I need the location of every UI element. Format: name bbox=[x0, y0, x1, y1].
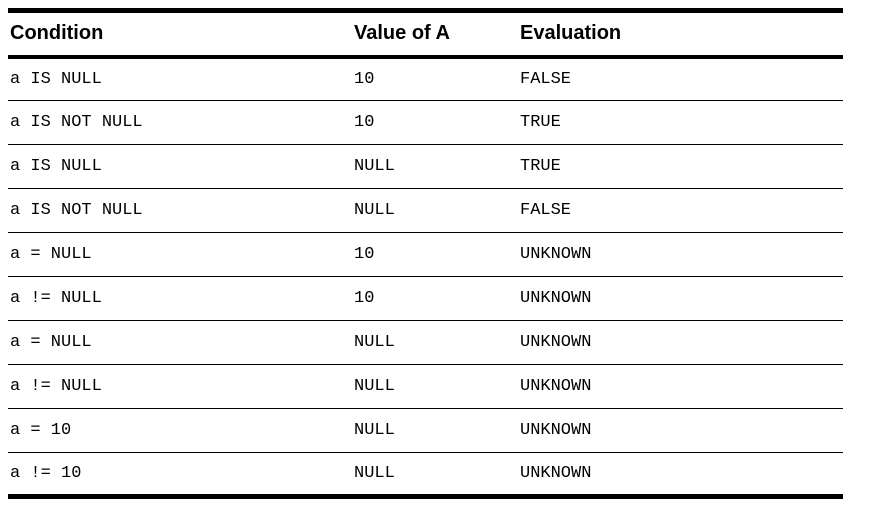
condition-cell: a != NULL bbox=[10, 377, 102, 396]
condition-cell: a IS NULL bbox=[10, 69, 102, 89]
evaluation-cell: UNKNOWN bbox=[520, 289, 592, 308]
value-cell: 10 bbox=[354, 69, 375, 89]
value-cell: NULL bbox=[354, 421, 395, 440]
table-row: a IS NULL 10 FALSE bbox=[8, 57, 843, 101]
condition-cell: a IS NOT NULL bbox=[10, 113, 143, 132]
value-cell: 10 bbox=[354, 245, 375, 264]
column-header-value-of-a: Value of A bbox=[354, 22, 450, 45]
evaluation-cell: UNKNOWN bbox=[520, 377, 592, 396]
value-cell: 10 bbox=[354, 113, 375, 132]
condition-cell: a = 10 bbox=[10, 421, 72, 440]
column-header-condition: Condition bbox=[10, 22, 104, 45]
value-cell: NULL bbox=[354, 201, 395, 220]
table-row: a = 10 NULL UNKNOWN bbox=[8, 409, 843, 453]
evaluation-cell: TRUE bbox=[520, 113, 561, 132]
value-cell: NULL bbox=[354, 157, 395, 176]
value-cell: NULL bbox=[354, 377, 395, 396]
table-row: a != 10 NULL UNKNOWN bbox=[8, 453, 843, 497]
value-cell: NULL bbox=[354, 464, 395, 483]
condition-cell: a IS NOT NULL bbox=[10, 201, 143, 220]
evaluation-cell: UNKNOWN bbox=[520, 333, 592, 352]
condition-cell: a = NULL bbox=[10, 245, 92, 264]
value-cell: 10 bbox=[354, 289, 375, 308]
condition-cell: a = NULL bbox=[10, 333, 92, 352]
condition-cell: a IS NULL bbox=[10, 157, 102, 176]
evaluation-cell: UNKNOWN bbox=[520, 421, 592, 440]
condition-cell: a != NULL bbox=[10, 289, 102, 308]
evaluation-cell: FALSE bbox=[520, 201, 572, 220]
table-row: a IS NOT NULL 10 TRUE bbox=[8, 101, 843, 145]
evaluation-cell: FALSE bbox=[520, 69, 572, 89]
null-evaluation-table: Condition Value of A Evaluation a IS NUL… bbox=[8, 8, 843, 499]
evaluation-cell: UNKNOWN bbox=[520, 245, 592, 264]
value-cell: NULL bbox=[354, 333, 395, 352]
evaluation-cell: UNKNOWN bbox=[520, 464, 592, 483]
evaluation-cell: TRUE bbox=[520, 157, 561, 176]
table-row: a = NULL NULL UNKNOWN bbox=[8, 321, 843, 365]
table-row: a IS NULL NULL TRUE bbox=[8, 145, 843, 189]
table-row: a != NULL NULL UNKNOWN bbox=[8, 365, 843, 409]
header-row: Condition Value of A Evaluation bbox=[8, 11, 843, 57]
table-row: a IS NOT NULL NULL FALSE bbox=[8, 189, 843, 233]
table-row: a = NULL 10 UNKNOWN bbox=[8, 233, 843, 277]
table-row: a != NULL 10 UNKNOWN bbox=[8, 277, 843, 321]
condition-cell: a != 10 bbox=[10, 464, 82, 483]
column-header-evaluation: Evaluation bbox=[520, 22, 622, 45]
